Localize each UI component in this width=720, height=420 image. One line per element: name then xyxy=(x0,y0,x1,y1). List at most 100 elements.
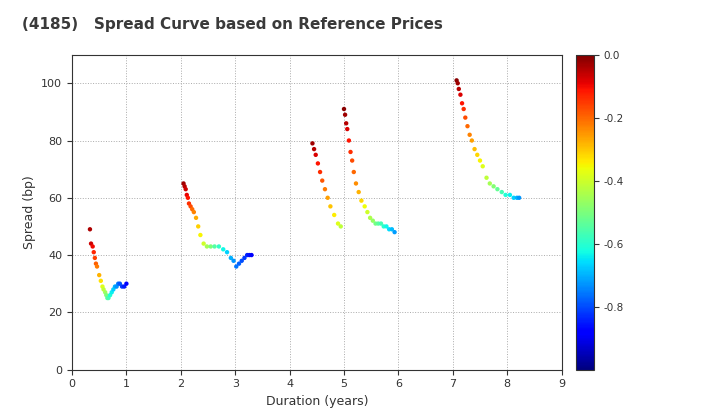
Point xyxy=(350,180,361,187)
Point xyxy=(241,252,253,258)
Point xyxy=(341,126,353,132)
Point xyxy=(453,86,464,92)
Point xyxy=(466,137,477,144)
Point xyxy=(315,169,326,176)
Point xyxy=(88,249,99,255)
Point xyxy=(359,203,370,210)
Point xyxy=(111,283,122,290)
Point xyxy=(474,157,486,164)
Point xyxy=(346,157,358,164)
Point xyxy=(511,194,523,201)
Point xyxy=(492,186,503,192)
Point xyxy=(325,203,336,210)
Point xyxy=(121,280,132,287)
Point xyxy=(179,183,190,190)
Point xyxy=(335,223,346,230)
Point xyxy=(361,209,373,215)
Point xyxy=(194,232,206,239)
Point xyxy=(484,180,495,187)
Point xyxy=(456,100,468,107)
Point xyxy=(319,186,330,192)
Point xyxy=(454,91,466,98)
Point xyxy=(87,243,99,250)
Point xyxy=(375,220,387,227)
Point xyxy=(98,286,109,293)
Point xyxy=(183,200,194,207)
Point xyxy=(389,229,400,236)
Point xyxy=(103,295,114,302)
Point xyxy=(186,206,198,213)
Point xyxy=(225,255,237,261)
Point xyxy=(182,194,194,201)
X-axis label: Duration (years): Duration (years) xyxy=(266,395,368,408)
Point xyxy=(332,220,343,227)
Point xyxy=(348,169,359,176)
Point xyxy=(322,194,333,201)
Point xyxy=(451,77,462,84)
Point xyxy=(84,226,96,233)
Point xyxy=(230,263,242,270)
Point xyxy=(339,111,351,118)
Point xyxy=(94,272,105,278)
Point xyxy=(386,226,397,233)
Point xyxy=(107,286,119,293)
Point xyxy=(198,240,210,247)
Point xyxy=(356,197,367,204)
Point xyxy=(190,215,202,221)
Point xyxy=(90,260,102,267)
Point xyxy=(178,180,189,187)
Point xyxy=(106,289,117,296)
Point xyxy=(239,255,251,261)
Point xyxy=(508,194,520,201)
Point xyxy=(96,283,108,290)
Point xyxy=(180,186,192,192)
Point xyxy=(338,106,350,113)
Point xyxy=(462,123,473,129)
Point xyxy=(205,243,217,250)
Point xyxy=(381,223,392,230)
Point xyxy=(477,163,488,170)
Point xyxy=(213,243,225,250)
Point xyxy=(102,295,113,302)
Point xyxy=(464,131,475,138)
Point xyxy=(99,289,111,296)
Point xyxy=(367,217,379,224)
Point xyxy=(452,80,464,87)
Point xyxy=(243,252,255,258)
Point xyxy=(370,220,382,227)
Point xyxy=(233,260,245,267)
Point xyxy=(85,240,96,247)
Point xyxy=(228,257,239,264)
Point xyxy=(119,283,130,290)
Point xyxy=(114,280,125,287)
Point xyxy=(481,174,492,181)
Point xyxy=(201,243,212,250)
Point xyxy=(246,252,257,258)
Point xyxy=(310,152,321,158)
Point xyxy=(112,280,124,287)
Point xyxy=(383,226,395,233)
Point xyxy=(217,246,229,253)
Point xyxy=(117,283,128,290)
Point xyxy=(458,106,469,113)
Point xyxy=(188,209,199,215)
Point xyxy=(378,223,390,230)
Point xyxy=(472,152,483,158)
Point xyxy=(341,120,352,127)
Point xyxy=(236,257,248,264)
Point xyxy=(89,255,101,261)
Point xyxy=(221,249,233,255)
Point xyxy=(353,189,364,195)
Point xyxy=(308,146,320,152)
Point xyxy=(469,146,480,152)
Point xyxy=(343,137,355,144)
Point xyxy=(500,192,511,198)
Point xyxy=(345,149,356,155)
Point xyxy=(101,292,112,299)
Point xyxy=(372,220,384,227)
Point xyxy=(307,140,318,147)
Point xyxy=(317,177,328,184)
Y-axis label: Spread (bp): Spread (bp) xyxy=(23,175,36,249)
Point xyxy=(496,189,508,195)
Point xyxy=(109,283,121,290)
